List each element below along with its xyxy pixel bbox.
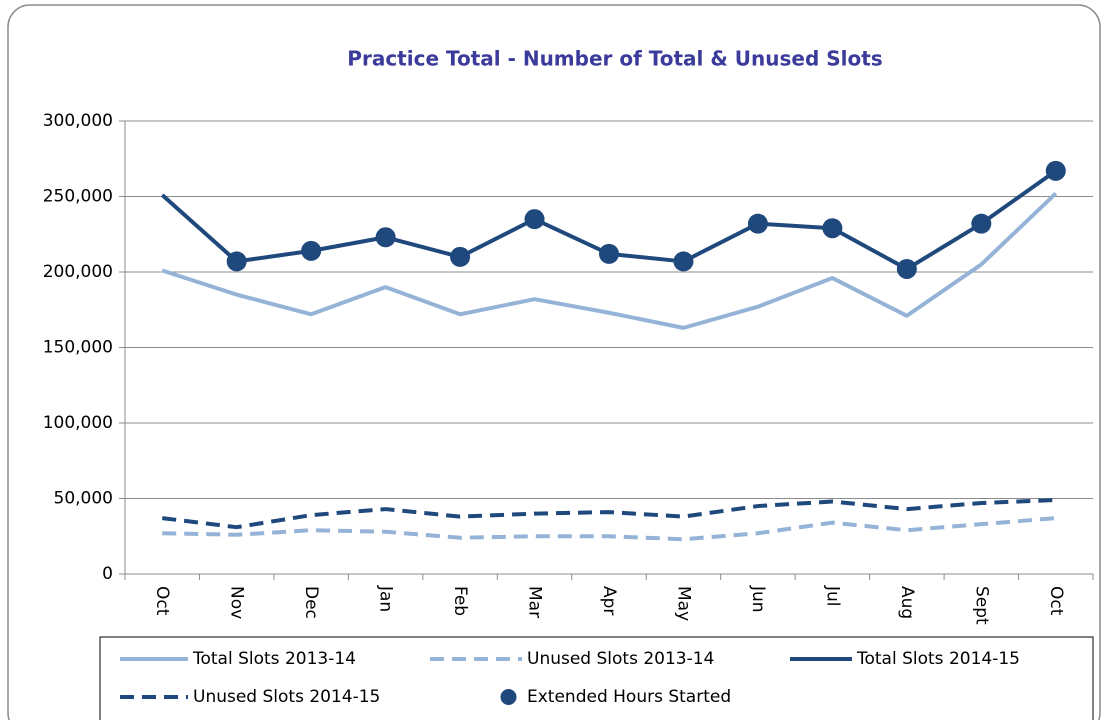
legend-box bbox=[99, 636, 1094, 720]
x-tick-label: Sept bbox=[971, 586, 991, 625]
y-tick-label: 0 bbox=[102, 564, 113, 584]
x-tick-label: Aug bbox=[897, 586, 917, 619]
series-line bbox=[162, 516, 1056, 542]
y-tick-label: 250,000 bbox=[43, 187, 113, 207]
marker bbox=[971, 213, 992, 234]
marker bbox=[301, 240, 322, 261]
x-tick-label: May bbox=[673, 586, 693, 621]
marker bbox=[673, 251, 694, 272]
series-line bbox=[161, 192, 1058, 330]
legend-label: Unused Slots 2013-14 bbox=[527, 649, 714, 669]
legend-marker bbox=[500, 689, 517, 705]
x-tick-label: Mar bbox=[525, 586, 545, 618]
marker bbox=[599, 243, 619, 264]
marker bbox=[747, 213, 768, 234]
x-tick-label: Feb bbox=[450, 586, 470, 616]
legend-label: Extended Hours Started bbox=[527, 687, 731, 707]
legend-label: Unused Slots 2014-15 bbox=[193, 687, 380, 707]
x-tick-label: Oct bbox=[1046, 586, 1066, 616]
x-tick-label: Nov bbox=[227, 586, 247, 619]
x-tick-label: Jan bbox=[376, 585, 396, 612]
y-tick-label: 150,000 bbox=[43, 338, 113, 358]
x-tick-label: Apr bbox=[599, 586, 619, 615]
y-tick-label: 200,000 bbox=[43, 262, 113, 282]
x-tick-label: Jun bbox=[748, 585, 768, 613]
y-tick-label: 50,000 bbox=[54, 489, 113, 509]
legend-label: Total Slots 2013-14 bbox=[192, 649, 356, 669]
y-tick-label: 300,000 bbox=[43, 111, 113, 131]
marker bbox=[450, 246, 471, 267]
marker bbox=[1045, 160, 1066, 181]
x-tick-label: Dec bbox=[301, 586, 321, 619]
chart-title: Practice Total - Number of Total & Unuse… bbox=[347, 47, 882, 71]
marker bbox=[822, 218, 843, 239]
legend-label: Total Slots 2014-15 bbox=[856, 649, 1020, 669]
marker bbox=[226, 251, 247, 272]
series-line bbox=[161, 498, 1056, 530]
x-tick-label: Jul bbox=[822, 585, 842, 607]
x-tick-label: Oct bbox=[152, 586, 172, 616]
chart-frame bbox=[7, 4, 1101, 720]
y-tick-label: 100,000 bbox=[43, 413, 113, 433]
marker bbox=[896, 258, 917, 279]
marker bbox=[524, 209, 545, 230]
marker bbox=[375, 227, 396, 248]
